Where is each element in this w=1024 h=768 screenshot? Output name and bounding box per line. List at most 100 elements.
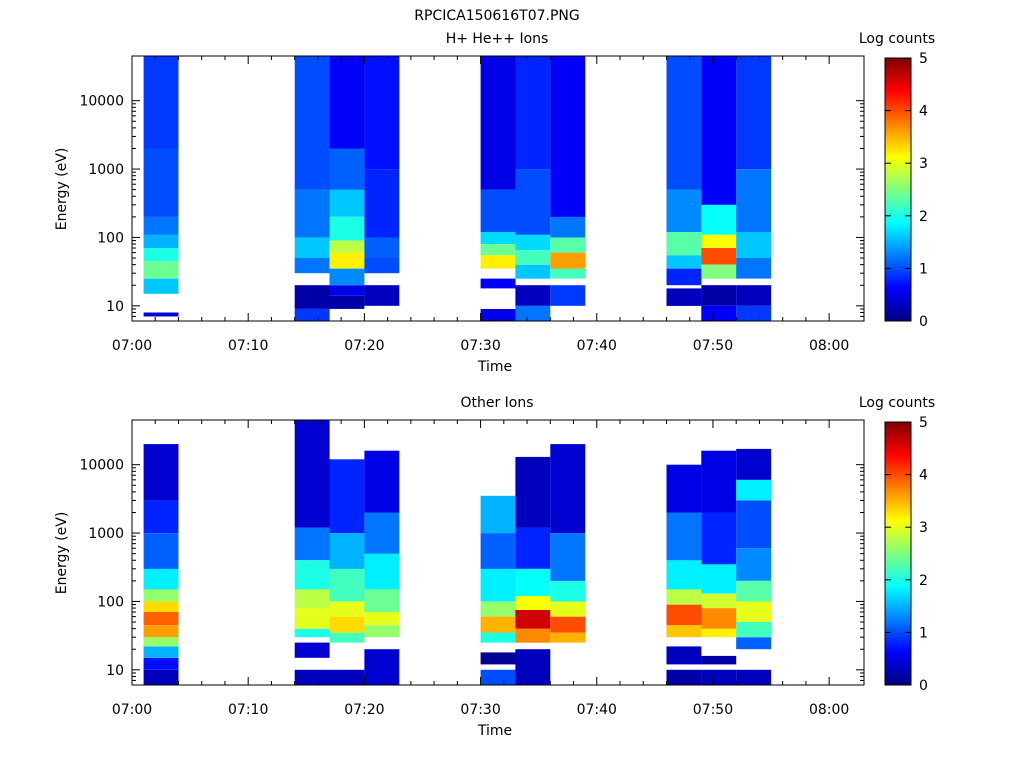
spectrogram-cell: [550, 632, 586, 643]
spectrogram-cell: [515, 568, 551, 596]
spectrogram-cell: [143, 612, 179, 626]
spectrogram-cell: [666, 288, 702, 306]
x-tick-label: 07:20: [344, 702, 384, 718]
spectrogram-cell: [143, 500, 179, 533]
spectrogram-cell: [550, 444, 586, 534]
spectrogram-cell: [666, 268, 702, 286]
colorbar-tick-label: 5: [919, 415, 928, 431]
spectrogram-cell: [550, 580, 586, 602]
spectrogram-cell: [329, 601, 365, 617]
x-tick-label: 07:30: [460, 702, 500, 718]
spectrogram-cell: [329, 285, 365, 296]
spectrogram-cell: [480, 255, 516, 269]
spectrogram-cell: [515, 285, 551, 306]
spectrogram-cell: [480, 309, 516, 321]
panel-title: H+ He++ Ions: [446, 31, 549, 47]
colorbar-tick-label: 1: [919, 625, 928, 641]
spectrogram-cell: [480, 56, 516, 190]
spectrogram-cell: [294, 258, 330, 274]
spectrogram-cell: [701, 593, 737, 609]
spectrogram-cell: [666, 646, 702, 665]
spectrogram-cell: [480, 568, 516, 602]
spectrogram-cell: [329, 252, 365, 269]
spectrogram-cell: [143, 56, 179, 149]
spectrogram-cell: [143, 625, 179, 638]
spectrogram-cell: [143, 261, 179, 279]
y-axis-label: Energy (eV): [54, 148, 70, 231]
spectrogram-cell: [294, 285, 330, 309]
spectrogram-cell: [329, 616, 365, 633]
x-tick-label: 07:40: [577, 338, 617, 354]
spectrogram-cell: [666, 560, 702, 590]
colorbar-tick-label: 2: [919, 209, 928, 225]
spectrogram-cell: [550, 237, 586, 253]
y-tick-label: 10000: [79, 458, 124, 474]
spectrogram-cell: [701, 512, 737, 565]
spectrogram-cell: [329, 459, 365, 534]
spectrogram-cell: [364, 589, 400, 612]
colorbar-tick-label: 3: [919, 156, 928, 172]
spectrogram-cell: [329, 148, 365, 190]
spectrogram-cell: [143, 601, 179, 612]
spectrogram-cells: [143, 56, 772, 321]
spectrogram-cell: [701, 56, 737, 205]
spectrogram-cell: [701, 204, 737, 235]
spectrogram-cell: [736, 637, 772, 650]
spectrogram-cell: [550, 616, 586, 633]
spectrogram-cell: [480, 533, 516, 569]
spectrogram-cell: [736, 622, 772, 638]
spectrogram-cell: [329, 268, 365, 286]
spectrogram-cell: [329, 533, 365, 569]
spectrogram-cell: [364, 56, 400, 170]
spectrogram-cell: [550, 533, 586, 581]
spectrogram-cell: [666, 56, 702, 190]
spectrogram-cell: [515, 596, 551, 610]
spectrogram-cell: [480, 232, 516, 244]
x-tick-label: 07:10: [228, 338, 268, 354]
spectrogram-cell: [294, 589, 330, 609]
spectrogram-cell: [294, 527, 330, 561]
colorbar-tick-label: 4: [919, 104, 928, 120]
spectrogram-cell: [294, 628, 330, 638]
plot-frame: [131, 419, 865, 686]
spectrogram-cell: [666, 669, 702, 685]
spectrogram-cell: [364, 285, 400, 306]
x-tick-label: 07:00: [112, 338, 152, 354]
y-axis-label: Energy (eV): [54, 512, 70, 595]
figure-title: RPCICA150616T07.PNG: [414, 8, 579, 24]
spectrogram-cell: [143, 312, 179, 317]
spectrogram-cell: [294, 642, 330, 658]
spectrogram-cell: [515, 305, 551, 321]
spectrogram-cell: [294, 56, 330, 190]
spectrogram-cell: [364, 169, 400, 238]
spectrogram-cell: [364, 512, 400, 554]
spectrogram-cell: [364, 612, 400, 626]
spectrogram-cell: [701, 655, 737, 665]
panel-other: Other Ions 07:00 07:10 07:20 07:30 07:40 07:5…: [54, 395, 935, 739]
colorbar-label: Log counts: [859, 395, 935, 411]
spectrogram-cell: [515, 628, 551, 643]
spectrogram-cell: [515, 649, 551, 685]
spectrogram-cell: [480, 601, 516, 617]
spectrogram-cell: [666, 232, 702, 256]
spectrogram-cell: [550, 285, 586, 306]
x-tick-label: 07:40: [577, 702, 617, 718]
spectrogram-cell: [550, 268, 586, 279]
spectrogram-cell: [364, 625, 400, 638]
spectrogram-cell: [666, 189, 702, 232]
spectrogram-cell: [480, 278, 516, 289]
x-tick-label: 07:10: [228, 702, 268, 718]
spectrogram-cell: [480, 669, 516, 685]
y-tick-label: 10: [106, 663, 124, 679]
spectrogram-cell: [666, 255, 702, 269]
spectrogram-cell: [736, 232, 772, 258]
colorbar-gradient: [884, 421, 912, 686]
x-axis-label: Time: [477, 723, 512, 739]
colorbar-tick-label: 0: [919, 678, 928, 694]
spectrogram-cell: [143, 669, 179, 685]
spectrogram-cell: [701, 248, 737, 265]
spectrogram-cell: [701, 564, 737, 594]
colorbar-tick-label: 2: [919, 573, 928, 589]
spectrogram-cell: [515, 56, 551, 170]
spectrogram-cell: [294, 560, 330, 590]
